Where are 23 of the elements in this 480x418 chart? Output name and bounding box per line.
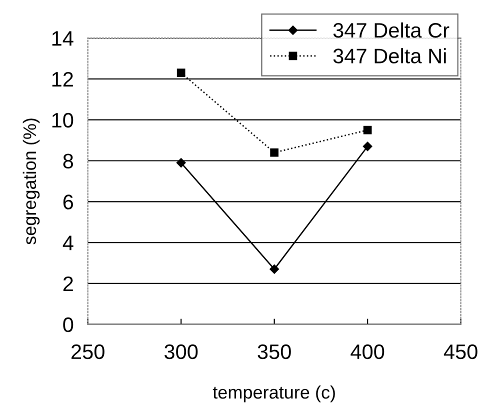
y-tick-label: 2 — [63, 276, 73, 292]
x-tick-label: 300 — [164, 344, 198, 360]
x-axis-title: temperature (c) — [212, 385, 335, 402]
y-tick-label: 10 — [52, 112, 74, 128]
point — [270, 148, 278, 157]
x-tick-label: 450 — [444, 344, 478, 360]
y-tick-label: 14 — [52, 31, 74, 46]
y-tick-label: 6 — [63, 194, 74, 210]
y-tick-label: 0 — [63, 317, 74, 332]
point — [176, 158, 186, 168]
legend-label: 347 Delta Cr — [333, 22, 450, 38]
legend-label: 347 Delta Ni — [333, 48, 446, 64]
point — [363, 126, 372, 134]
point — [362, 142, 372, 152]
x-tick-label: 400 — [350, 344, 384, 360]
point — [176, 68, 186, 77]
y-tick-label: 8 — [63, 154, 74, 169]
x-tick-label: 250 — [72, 344, 104, 360]
point — [270, 264, 279, 274]
x-tick-label: 350 — [258, 344, 291, 360]
y-axis-title: segregation (%) — [22, 118, 40, 244]
y-tick-label: 4 — [62, 236, 74, 250]
y-tick-label: 12 — [52, 72, 73, 86]
